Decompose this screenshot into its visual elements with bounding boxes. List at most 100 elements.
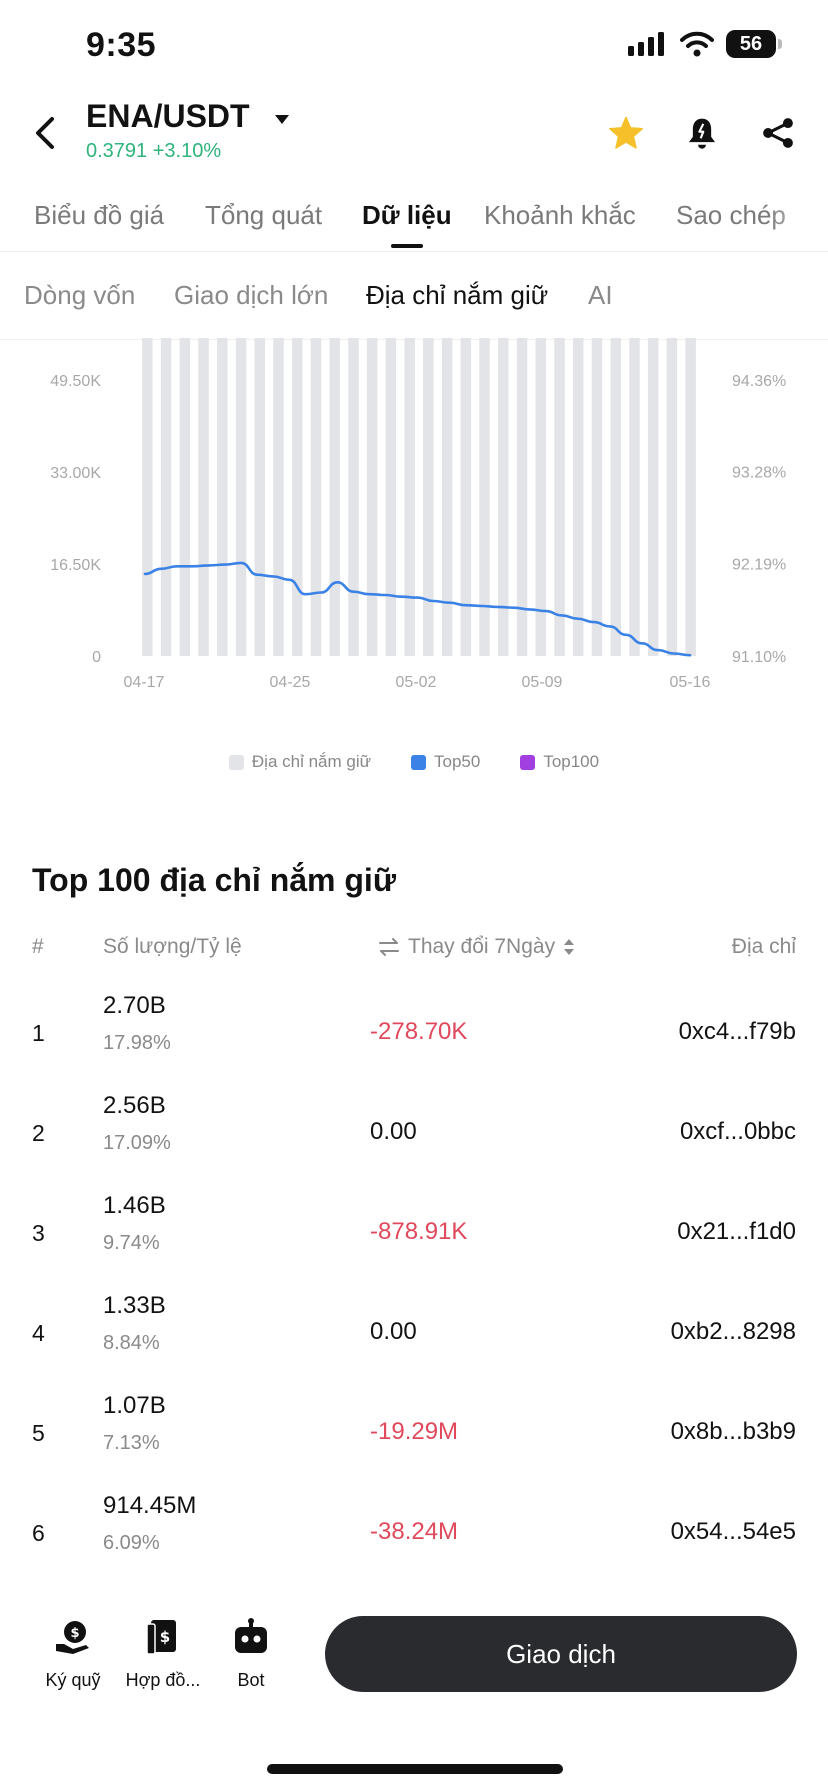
wifi-icon: [680, 31, 714, 57]
column-header-change[interactable]: Thay đổi 7Ngày: [378, 935, 575, 959]
chart-bar: [198, 338, 209, 656]
alert-button[interactable]: [682, 113, 722, 153]
table-row[interactable]: 6 914.45M 6.09% -38.24M 0x54...54e5: [0, 1480, 828, 1580]
header: ENA/USDT 0.3791 +3.10%: [0, 95, 828, 175]
battery-level: 56: [739, 32, 763, 55]
chart-bar: [647, 338, 659, 656]
sort-icon: [564, 939, 575, 955]
chart-bar: [254, 338, 265, 656]
bot-label: Bot: [237, 1670, 265, 1690]
y-axis-left-tick: 49.50K: [50, 373, 101, 390]
contract-button[interactable]: $ Hợp đồ...: [117, 1616, 209, 1691]
row-change: -878.91K: [370, 1218, 468, 1245]
swap-icon: [379, 938, 399, 956]
row-quantity: 1.46B: [103, 1192, 166, 1219]
column-header-change-label: Thay đổi 7Ngày: [408, 935, 556, 958]
row-address[interactable]: 0x54...54e5: [670, 1518, 796, 1545]
table-row[interactable]: 2 2.56B 17.09% 0.00 0xcf...0bbc: [0, 1080, 828, 1180]
bot-button[interactable]: Bot: [205, 1616, 297, 1691]
table-row[interactable]: 5 1.07B 7.13% -19.29M 0x8b...b3b9: [0, 1380, 828, 1480]
row-change: -278.70K: [370, 1018, 468, 1045]
margin-button[interactable]: $ Ký quỹ: [27, 1616, 119, 1691]
y-axis-right-tick: 93.28%: [732, 464, 786, 481]
row-quantity: 914.45M: [103, 1492, 197, 1519]
margin-icon: $: [56, 1621, 89, 1654]
row-quantity: 2.56B: [103, 1092, 166, 1119]
tab-copy[interactable]: Sao chép: [676, 200, 786, 230]
chart-bar: [292, 338, 303, 656]
chart-bar: [142, 338, 153, 656]
share-button[interactable]: [758, 113, 798, 153]
x-axis-tick: 05-09: [522, 674, 563, 691]
row-ratio: 6.09%: [103, 1532, 160, 1554]
home-indicator: [267, 1764, 563, 1774]
status-icons: 56: [628, 30, 782, 58]
row-change: -19.29M: [370, 1418, 459, 1445]
row-address[interactable]: 0x8b...b3b9: [670, 1418, 796, 1445]
trade-button[interactable]: Giao dịch: [325, 1616, 797, 1692]
row-address[interactable]: 0xc4...f79b: [678, 1018, 796, 1045]
chart-bar: [235, 338, 247, 656]
legend-swatch: [228, 754, 244, 770]
svg-text:$: $: [70, 1626, 79, 1641]
chart-bar: [385, 338, 397, 656]
legend-item-holders[interactable]: Địa chỉ nắm giữ: [228, 752, 371, 772]
legend-item-top100[interactable]: Top100: [520, 752, 599, 772]
back-button[interactable]: [28, 113, 62, 153]
y-axis-left-tick: 16.50K: [50, 557, 101, 574]
row-ratio: 17.98%: [103, 1032, 171, 1054]
legend-label: Địa chỉ nắm giữ: [251, 752, 371, 771]
tab-overview[interactable]: Tổng quát: [205, 200, 323, 230]
tab-moments[interactable]: Khoảnh khắc: [484, 200, 636, 230]
chart-bar: [610, 338, 621, 656]
x-axis-tick: 04-17: [124, 674, 165, 691]
row-index: 3: [32, 1220, 45, 1246]
price-change: +3.10%: [152, 140, 222, 162]
row-quantity: 1.33B: [103, 1292, 166, 1319]
row-address[interactable]: 0x21...f1d0: [677, 1218, 796, 1245]
tab-price-chart[interactable]: Biểu đồ giá: [34, 200, 165, 230]
column-header-quantity: Số lượng/Tỷ lệ: [103, 935, 242, 958]
chart-bar: [516, 338, 528, 656]
row-change: 0.00: [370, 1118, 417, 1145]
chart-bar: [591, 338, 603, 656]
chart-bar: [535, 338, 546, 656]
chart-bar: [629, 338, 640, 656]
chart-bar: [441, 338, 453, 656]
chart-bar: [423, 338, 434, 656]
chart-bar: [404, 338, 415, 656]
subtab-ai[interactable]: AI: [588, 280, 613, 310]
favorite-button[interactable]: [606, 113, 646, 153]
chart-bar: [573, 338, 584, 656]
chart-bar: [498, 338, 509, 656]
chart-bar: [554, 338, 565, 656]
legend-item-top50[interactable]: Top50: [410, 752, 481, 772]
subtab-holder-addresses[interactable]: Địa chỉ nắm giữ: [366, 280, 549, 310]
row-address[interactable]: 0xcf...0bbc: [679, 1118, 796, 1145]
header-actions: [606, 113, 798, 153]
svg-text:$: $: [160, 1628, 170, 1646]
row-ratio: 9.74%: [103, 1232, 160, 1254]
holders-chart[interactable]: 49.50K 33.00K 16.50K 0 94.36% 93.28% 92.19% 91.…: [0, 338, 828, 718]
y-axis-right-tick: 94.36%: [732, 373, 786, 390]
table-row[interactable]: 3 1.46B 9.74% -878.91K 0x21...f1d0: [0, 1180, 828, 1280]
tab-data[interactable]: Dữ liệu: [362, 200, 452, 230]
pair-selector[interactable]: ENA/USDT: [86, 98, 290, 135]
row-change: 0.00: [370, 1318, 417, 1345]
status-time: 9:35: [86, 26, 157, 64]
table-row[interactable]: 4 1.33B 8.84% 0.00 0xb2...8298: [0, 1280, 828, 1380]
subtab-large-trades[interactable]: Giao dịch lớn: [174, 280, 329, 310]
column-header-address: Địa chỉ: [731, 935, 796, 958]
sub-tabs: Dòng vốn Giao dịch lớn Địa chỉ nắm giữ A…: [0, 252, 828, 340]
row-address[interactable]: 0xb2...8298: [670, 1318, 796, 1345]
legend-swatch: [520, 754, 536, 770]
battery-indicator: 56: [726, 30, 782, 58]
y-axis-right-tick: 92.19%: [732, 557, 786, 574]
contract-icon: $: [146, 1620, 176, 1655]
chart-bar: [666, 338, 678, 656]
section-title: Top 100 địa chỉ nắm giữ: [32, 862, 396, 898]
legend-label: Top50: [433, 752, 481, 771]
subtab-capital-flow[interactable]: Dòng vốn: [24, 280, 136, 310]
row-index: 1: [32, 1020, 45, 1046]
table-row[interactable]: 1 2.70B 17.98% -278.70K 0xc4...f79b: [0, 980, 828, 1080]
